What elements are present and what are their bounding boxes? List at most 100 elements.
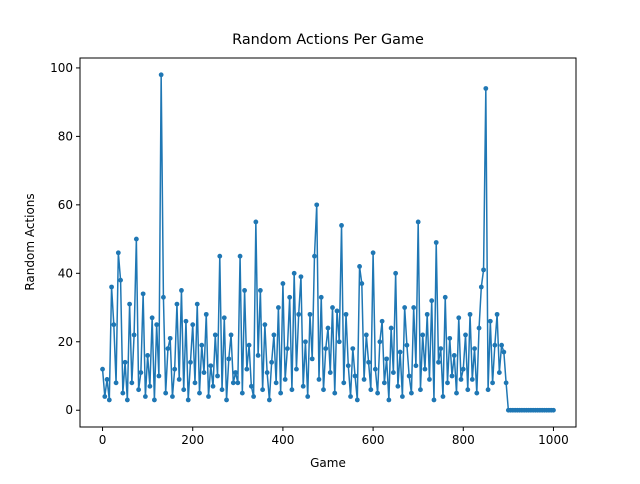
point xyxy=(194,301,200,307)
point xyxy=(273,380,279,386)
point xyxy=(334,308,340,314)
point xyxy=(161,294,166,300)
point xyxy=(210,383,216,389)
point xyxy=(478,284,484,290)
point xyxy=(483,86,489,91)
point xyxy=(390,370,396,375)
point xyxy=(266,397,272,403)
point xyxy=(496,370,502,375)
point xyxy=(305,394,311,399)
point xyxy=(203,311,209,317)
point xyxy=(152,397,157,403)
point xyxy=(323,346,329,352)
point xyxy=(372,366,378,372)
point xyxy=(142,394,148,399)
point xyxy=(233,370,238,375)
point xyxy=(386,397,392,403)
point xyxy=(438,346,444,352)
point xyxy=(285,346,290,352)
x-tick-label: 1000 xyxy=(538,433,569,447)
point xyxy=(487,318,493,324)
point xyxy=(127,301,132,307)
point xyxy=(361,377,367,382)
point xyxy=(219,387,225,393)
x-tick-label: 600 xyxy=(362,433,385,447)
point xyxy=(300,383,306,389)
point xyxy=(287,294,293,300)
point xyxy=(111,322,117,328)
point xyxy=(339,222,344,228)
point xyxy=(442,294,448,300)
point xyxy=(109,284,114,290)
point xyxy=(197,390,202,396)
point xyxy=(458,377,464,382)
point xyxy=(147,383,153,389)
point xyxy=(341,380,347,386)
point xyxy=(104,377,110,382)
point xyxy=(235,380,241,386)
point xyxy=(348,394,353,399)
point xyxy=(129,380,135,386)
point xyxy=(190,322,196,328)
point xyxy=(172,366,178,372)
point xyxy=(138,370,144,375)
point xyxy=(307,311,313,317)
point xyxy=(145,353,151,358)
point xyxy=(120,390,126,396)
point xyxy=(485,387,491,393)
point xyxy=(176,377,182,382)
point xyxy=(226,356,232,362)
point xyxy=(217,253,223,259)
point xyxy=(447,335,453,341)
point xyxy=(230,380,236,386)
point xyxy=(429,298,435,304)
point xyxy=(255,353,261,358)
point xyxy=(199,342,205,348)
point xyxy=(221,315,227,321)
point xyxy=(246,342,252,348)
point xyxy=(449,373,455,379)
point xyxy=(228,332,234,338)
point xyxy=(296,311,302,317)
point xyxy=(325,325,331,331)
point xyxy=(212,332,218,338)
point xyxy=(424,311,430,317)
point xyxy=(420,332,426,338)
point xyxy=(280,281,286,286)
y-tick-label: 40 xyxy=(58,266,73,280)
point xyxy=(492,342,498,348)
point xyxy=(174,301,180,307)
point xyxy=(237,253,243,259)
point xyxy=(316,377,322,382)
point xyxy=(179,288,184,293)
point xyxy=(440,394,446,399)
point xyxy=(257,288,263,293)
point xyxy=(501,349,507,355)
point xyxy=(327,370,333,375)
point xyxy=(332,390,338,396)
point xyxy=(282,377,288,382)
point xyxy=(298,274,304,280)
point xyxy=(415,219,421,225)
point xyxy=(215,373,220,379)
point xyxy=(131,332,137,338)
point xyxy=(294,366,299,372)
x-tick-label: 200 xyxy=(181,433,204,447)
point xyxy=(375,390,380,396)
y-tick-label: 80 xyxy=(58,129,73,143)
point xyxy=(454,390,459,396)
point xyxy=(224,397,229,403)
point xyxy=(165,346,171,352)
point xyxy=(106,397,112,403)
point xyxy=(269,359,275,365)
point xyxy=(467,311,473,317)
point xyxy=(397,349,403,355)
point xyxy=(451,353,457,358)
point xyxy=(381,380,387,386)
point xyxy=(490,380,495,386)
point xyxy=(100,366,105,372)
point xyxy=(303,339,308,345)
point xyxy=(201,370,207,375)
